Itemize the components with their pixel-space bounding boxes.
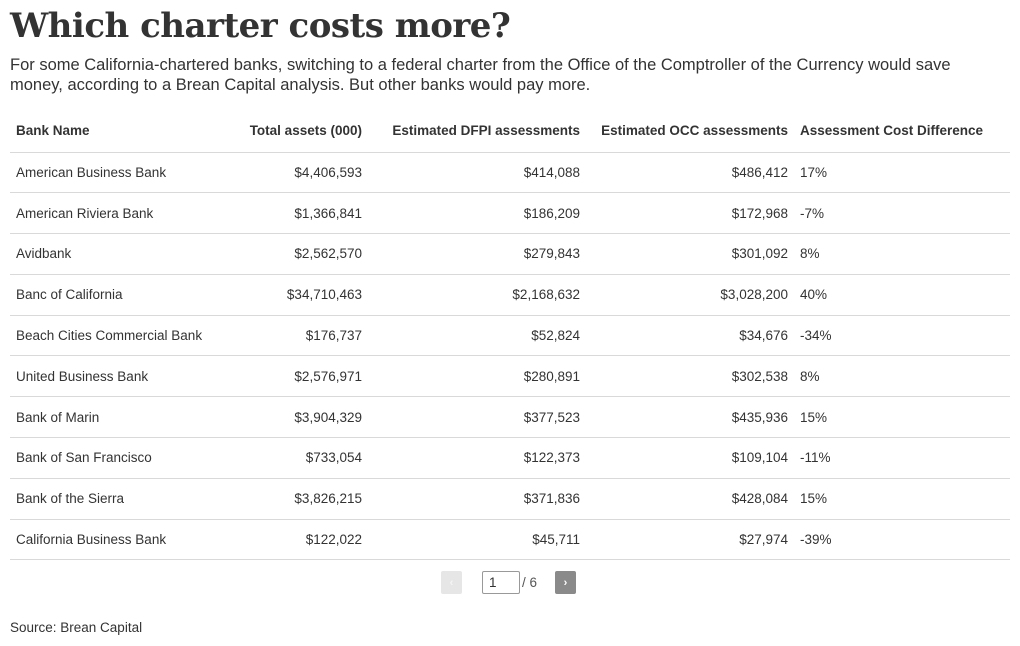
column-header-dfpi-assessments[interactable]: Estimated DFPI assessments [362,110,580,153]
table-row: Bank of the Sierra $3,826,215 $371,836 $428… [10,478,1010,520]
cost-difference-cell: -39% [788,519,1010,561]
column-header-bank-name[interactable]: Bank Name [10,110,216,153]
cost-difference-cell: -34% [788,315,1010,357]
dfpi-assessment-cell: $52,824 [362,315,580,357]
occ-assessment-cell: $486,412 [580,152,788,194]
occ-assessment-cell: $3,028,200 [580,274,788,316]
dfpi-assessment-cell: $186,209 [362,192,580,235]
table-header-row: Bank Name Total assets (000) Estimated D… [10,110,1010,153]
bank-name-cell: United Business Bank [10,355,216,398]
cost-difference-cell: 17% [788,152,1010,194]
cost-difference-cell: 15% [788,396,1010,439]
bank-name-cell: Avidbank [10,233,216,275]
dfpi-assessment-cell: $414,088 [362,152,580,194]
chart-title: Which charter costs more? [10,6,511,46]
column-header-occ-assessments[interactable]: Estimated OCC assessments [580,110,788,153]
occ-assessment-cell: $428,084 [580,478,788,520]
occ-assessment-cell: $301,092 [580,233,788,275]
bank-name-cell: Beach Cities Commercial Bank [10,315,216,357]
table-row: American Business Bank $4,406,593 $414,088… [10,152,1010,194]
total-assets-cell: $2,576,971 [216,355,362,398]
total-assets-cell: $3,904,329 [216,396,362,439]
dfpi-assessment-cell: $279,843 [362,233,580,275]
table-row: Bank of Marin $3,904,329 $377,523 $435,936 1… [10,396,1010,439]
table-row: Banc of California $34,710,463 $2,168,632 $… [10,274,1010,316]
dfpi-assessment-cell: $45,711 [362,519,580,561]
column-header-cost-difference[interactable]: Assessment Cost Difference [788,110,1010,153]
pagination: ‹ / 6 › [441,571,577,594]
bank-name-cell: American Business Bank [10,152,216,194]
dfpi-assessment-cell: $377,523 [362,396,580,439]
table-body: American Business Bank $4,406,593 $414,088… [10,152,1010,561]
total-assets-cell: $1,366,841 [216,192,362,235]
total-assets-cell: $2,562,570 [216,233,362,275]
total-assets-cell: $733,054 [216,437,362,479]
occ-assessment-cell: $302,538 [580,355,788,398]
occ-assessment-cell: $27,974 [580,519,788,561]
total-assets-cell: $122,022 [216,519,362,561]
data-table: Bank Name Total assets (000) Estimated D… [10,110,1010,561]
previous-page-button[interactable]: ‹ [441,571,462,594]
dfpi-assessment-cell: $2,168,632 [362,274,580,316]
table-row: Avidbank $2,562,570 $279,843 $301,092 8% [10,233,1010,275]
bank-name-cell: Bank of San Francisco [10,437,216,479]
table-row: American Riviera Bank $1,366,841 $186,209 $… [10,192,1010,235]
total-assets-cell: $176,737 [216,315,362,357]
cost-difference-cell: 15% [788,478,1010,520]
cost-difference-cell: -7% [788,192,1010,235]
bank-name-cell: Banc of California [10,274,216,316]
dfpi-assessment-cell: $280,891 [362,355,580,398]
table-row: Beach Cities Commercial Bank $176,737 $52,… [10,315,1010,357]
total-assets-cell: $34,710,463 [216,274,362,316]
dfpi-assessment-cell: $371,836 [362,478,580,520]
dfpi-assessment-cell: $122,373 [362,437,580,479]
occ-assessment-cell: $34,676 [580,315,788,357]
page-total-label: / 6 [522,575,538,590]
page-number-input[interactable] [482,571,520,594]
chevron-left-icon: ‹ [449,576,454,589]
total-assets-cell: $4,406,593 [216,152,362,194]
next-page-button[interactable]: › [555,571,577,594]
bank-name-cell: Bank of the Sierra [10,478,216,520]
occ-assessment-cell: $435,936 [580,396,788,439]
bank-name-cell: American Riviera Bank [10,192,216,235]
source-note: Source: Brean Capital [10,620,143,635]
chart-subtitle: For some California-chartered banks, swi… [10,56,951,94]
occ-assessment-cell: $172,968 [580,192,788,235]
table-row: California Business Bank $122,022 $45,711 $… [10,519,1010,561]
occ-assessment-cell: $109,104 [580,437,788,479]
column-header-total-assets[interactable]: Total assets (000) [216,110,362,153]
cost-difference-cell: -11% [788,437,1010,479]
cost-difference-cell: 40% [788,274,1010,316]
table-row: United Business Bank $2,576,971 $280,891 $3… [10,355,1010,398]
chevron-right-icon: › [563,576,568,589]
bank-name-cell: Bank of Marin [10,396,216,439]
table-row: Bank of San Francisco $733,054 $122,373 $10… [10,437,1010,479]
cost-difference-cell: 8% [788,355,1010,398]
cost-difference-cell: 8% [788,233,1010,275]
total-assets-cell: $3,826,215 [216,478,362,520]
bank-name-cell: California Business Bank [10,519,216,561]
